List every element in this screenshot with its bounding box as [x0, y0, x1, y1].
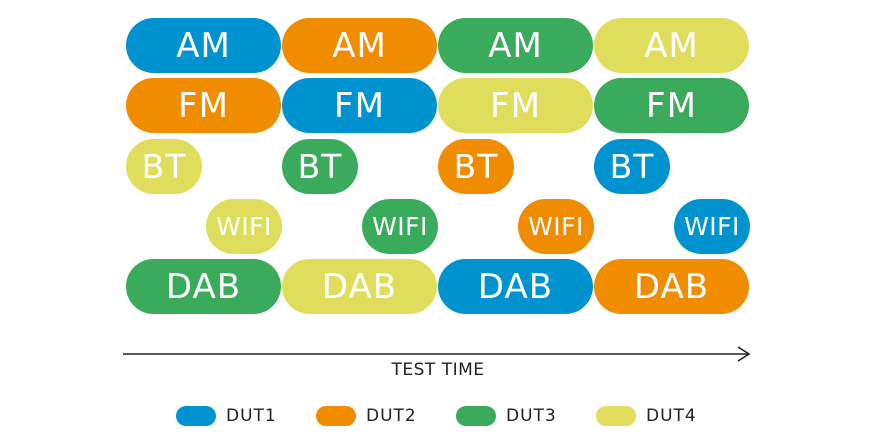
slot-bt-dut3: BT [282, 139, 358, 194]
slot-bt-dut2: BT [438, 139, 514, 194]
slot-dab-dut4: DAB [282, 259, 437, 314]
slot-am-dut2: AM [282, 18, 437, 73]
legend-label: DUT3 [506, 406, 557, 426]
slot-dab-dut1: DAB [438, 259, 593, 314]
legend-label: DUT1 [226, 406, 277, 426]
slot-am-dut4: AM [594, 18, 749, 73]
legend-swatch [456, 406, 496, 426]
slot-fm-dut3: FM [594, 78, 749, 133]
legend-label: DUT4 [646, 406, 697, 426]
legend-item-dut2: DUT2 [316, 403, 417, 429]
slot-am-dut3: AM [438, 18, 593, 73]
slot-am-dut1: AM [126, 18, 281, 73]
legend-item-dut4: DUT4 [596, 403, 697, 429]
axis-label: TEST TIME [391, 360, 485, 380]
legend-swatch [596, 406, 636, 426]
slot-fm-dut2: FM [126, 78, 281, 133]
legend-item-dut3: DUT3 [456, 403, 557, 429]
slot-wifi-dut2: WIFI [518, 199, 594, 254]
slot-wifi-dut1: WIFI [674, 199, 750, 254]
test-time-axis [123, 346, 751, 362]
slot-bt-dut1: BT [594, 139, 670, 194]
slot-dab-dut2: DAB [594, 259, 749, 314]
slot-wifi-dut4: WIFI [206, 199, 282, 254]
slot-bt-dut4: BT [126, 139, 202, 194]
slot-fm-dut4: FM [438, 78, 593, 133]
slot-fm-dut1: FM [282, 78, 437, 133]
legend-label: DUT2 [366, 406, 417, 426]
slot-wifi-dut3: WIFI [362, 199, 438, 254]
legend-swatch [316, 406, 356, 426]
legend-item-dut1: DUT1 [176, 403, 277, 429]
legend-swatch [176, 406, 216, 426]
slot-dab-dut3: DAB [126, 259, 281, 314]
